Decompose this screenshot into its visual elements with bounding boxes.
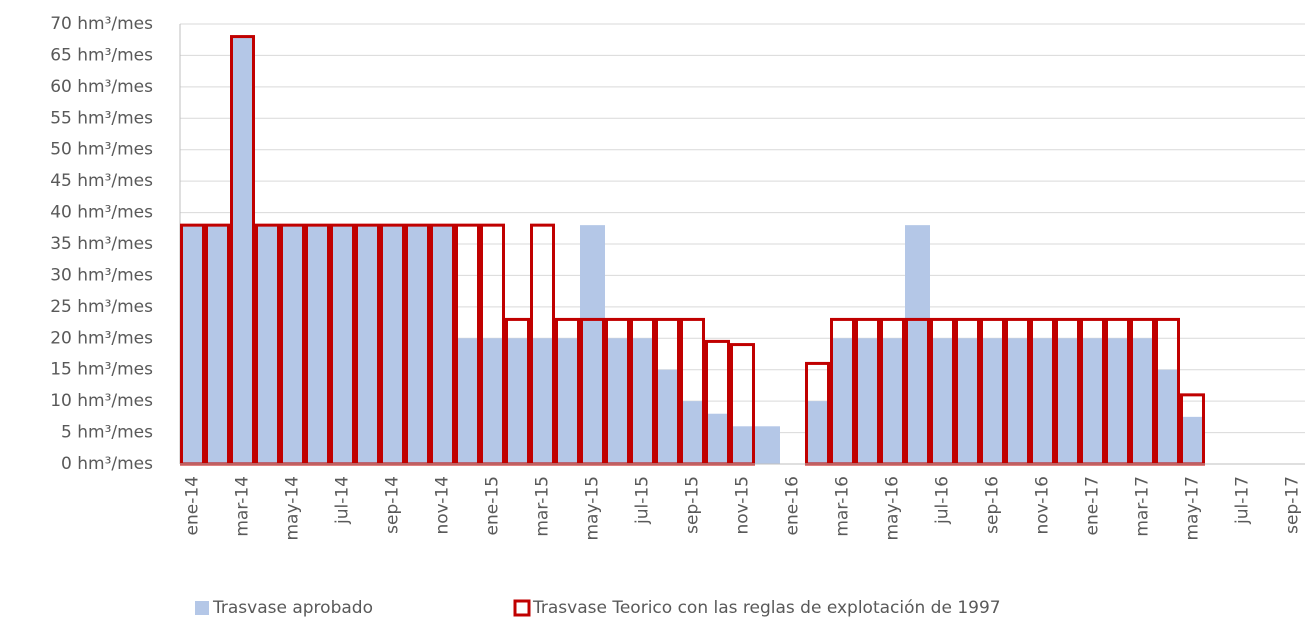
y-tick-label: 70 hm³/mes <box>50 14 153 34</box>
bar <box>555 338 580 464</box>
x-tick-label: sep-14 <box>383 476 403 534</box>
bar <box>830 338 855 464</box>
bar <box>630 338 655 464</box>
bar <box>505 338 530 464</box>
bar <box>230 36 255 464</box>
x-tick-label: jul-14 <box>333 476 353 525</box>
legend-label: Trasvase aprobado <box>212 598 373 618</box>
bar <box>355 225 380 464</box>
legend-swatch <box>513 599 531 617</box>
y-tick-label: 40 hm³/mes <box>50 203 153 223</box>
bar <box>1105 338 1130 464</box>
bar <box>730 426 755 464</box>
y-tick-label: 5 hm³/mes <box>61 423 153 443</box>
y-tick-label: 55 hm³/mes <box>50 108 153 128</box>
bar <box>580 225 605 464</box>
bar <box>980 338 1005 464</box>
bar <box>255 225 280 464</box>
y-tick-label: 15 hm³/mes <box>50 360 153 380</box>
bar <box>455 338 480 464</box>
y-tick-label: 20 hm³/mes <box>50 328 153 348</box>
x-tick-label: may-17 <box>1183 476 1203 541</box>
bar <box>1030 338 1055 464</box>
x-tick-label: may-14 <box>283 476 303 541</box>
bar <box>705 413 730 464</box>
bar <box>180 225 205 464</box>
x-tick-label: jul-17 <box>1233 476 1253 525</box>
bar <box>605 338 630 464</box>
legend-swatch <box>195 601 209 615</box>
bar <box>955 338 980 464</box>
x-tick-label: sep-16 <box>983 476 1003 534</box>
bar <box>205 225 230 464</box>
bar <box>1130 338 1155 464</box>
bar <box>480 338 505 464</box>
x-tick-label: sep-17 <box>1283 476 1303 534</box>
bar <box>530 338 555 464</box>
x-tick-label: mar-17 <box>1133 476 1153 537</box>
x-tick-label: mar-16 <box>833 476 853 537</box>
bar <box>855 338 880 464</box>
bar <box>1155 369 1180 464</box>
bar <box>280 225 305 464</box>
y-tick-label: 25 hm³/mes <box>50 297 153 317</box>
y-tick-label: 45 hm³/mes <box>50 171 153 191</box>
x-tick-label: nov-16 <box>1033 476 1053 535</box>
x-tick-label: mar-15 <box>533 476 553 537</box>
bar <box>880 338 905 464</box>
x-tick-label: jul-16 <box>933 476 953 525</box>
y-tick-label: 35 hm³/mes <box>50 234 153 254</box>
bar <box>805 401 830 464</box>
x-tick-label: ene-16 <box>783 476 803 535</box>
bar <box>930 338 955 464</box>
bar <box>655 369 680 464</box>
x-tick-label: sep-15 <box>683 476 703 534</box>
bar <box>755 426 780 464</box>
legend-label: Trasvase Teorico con las reglas de explo… <box>532 598 1001 618</box>
y-tick-label: 50 hm³/mes <box>50 140 153 160</box>
bar <box>1180 416 1205 464</box>
y-tick-label: 65 hm³/mes <box>50 45 153 65</box>
y-tick-label: 30 hm³/mes <box>50 265 153 285</box>
x-tick-label: may-16 <box>883 476 903 541</box>
bar <box>680 401 705 464</box>
bar <box>1055 338 1080 464</box>
bar <box>380 225 405 464</box>
bar <box>405 225 430 464</box>
x-tick-label: nov-15 <box>733 476 753 535</box>
x-tick-label: ene-15 <box>483 476 503 535</box>
y-tick-label: 60 hm³/mes <box>50 77 153 97</box>
bar <box>905 225 930 464</box>
x-tick-label: mar-14 <box>233 476 253 537</box>
x-tick-label: ene-17 <box>1083 476 1103 535</box>
y-tick-label: 10 hm³/mes <box>50 391 153 411</box>
bar <box>330 225 355 464</box>
x-tick-label: jul-15 <box>633 476 653 525</box>
bar <box>305 225 330 464</box>
y-tick-label: 0 hm³/mes <box>61 454 153 474</box>
x-tick-label: nov-14 <box>433 476 453 535</box>
bar <box>1005 338 1030 464</box>
x-tick-label: ene-14 <box>183 476 203 535</box>
bar <box>430 225 455 464</box>
x-tick-label: may-15 <box>583 476 603 541</box>
bar <box>1080 338 1105 464</box>
